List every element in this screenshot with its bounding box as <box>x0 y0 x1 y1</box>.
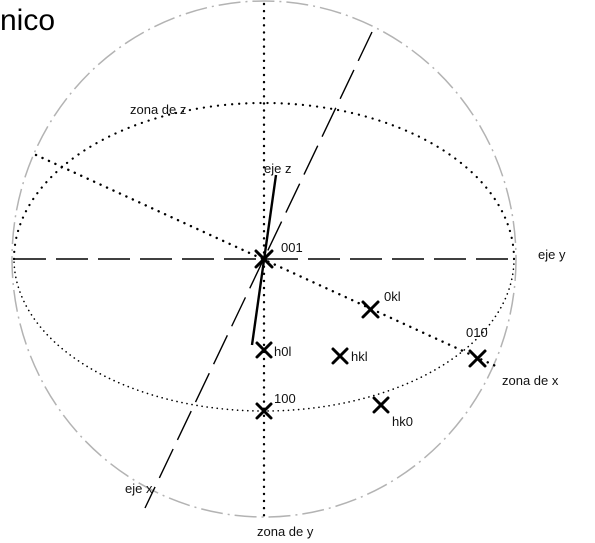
label-pole-hk0: hk0 <box>392 414 413 429</box>
primitive-circle <box>11 0 517 518</box>
label-eje-z: eje z <box>264 161 291 176</box>
zona-de-z-great-circle-lower <box>13 258 515 412</box>
label-pole-hkl: hkl <box>351 349 368 364</box>
label-eje-y: eje y <box>538 247 566 262</box>
label-pole-100: 100 <box>274 391 296 406</box>
label-zona-de-y: zona de y <box>257 524 314 539</box>
pole-marker-h0l <box>255 341 273 359</box>
label-zona-de-x: zona de x <box>502 373 559 388</box>
label-pole-0kl: 0kl <box>384 289 401 304</box>
pole-marker-100 <box>255 402 273 420</box>
label-pole-010: 010 <box>466 325 488 340</box>
title-fragment: nico <box>0 4 55 37</box>
pole-marker-010 <box>468 349 487 368</box>
pole-marker-hk0 <box>372 396 390 414</box>
pole-marker-001 <box>254 249 274 269</box>
label-zona-de-z: zona de z <box>130 102 186 117</box>
pole-marker-0kl <box>361 300 380 319</box>
pole-marker-hkl <box>331 347 349 365</box>
label-pole-h0l: h0l <box>274 344 291 359</box>
label-pole-001: 001 <box>281 240 303 255</box>
eje-x-axis <box>144 31 373 509</box>
label-eje-x: eje x <box>125 481 153 496</box>
